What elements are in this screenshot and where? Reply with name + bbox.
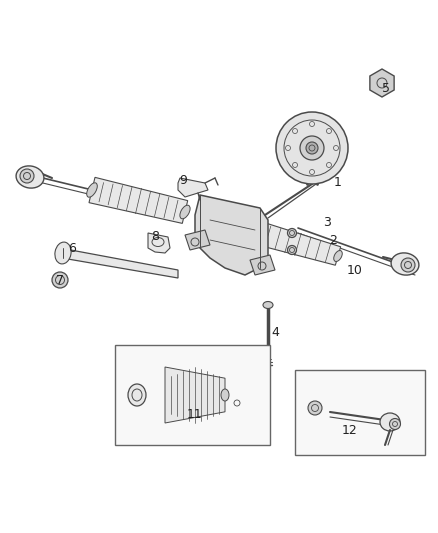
Polygon shape: [178, 178, 208, 197]
Text: 11: 11: [187, 408, 203, 422]
Ellipse shape: [55, 242, 71, 264]
Ellipse shape: [308, 401, 322, 415]
Ellipse shape: [180, 205, 190, 219]
Text: 1: 1: [334, 176, 342, 190]
Ellipse shape: [300, 136, 324, 160]
Text: 4: 4: [271, 327, 279, 340]
Text: 8: 8: [151, 230, 159, 244]
Ellipse shape: [276, 112, 348, 184]
Ellipse shape: [263, 302, 273, 309]
Text: 7: 7: [56, 273, 64, 287]
Text: 2: 2: [329, 235, 337, 247]
Polygon shape: [60, 248, 178, 278]
Ellipse shape: [287, 246, 297, 254]
Polygon shape: [165, 367, 225, 423]
Text: 9: 9: [179, 174, 187, 187]
Polygon shape: [89, 177, 188, 223]
Ellipse shape: [389, 418, 400, 430]
Ellipse shape: [52, 272, 68, 288]
Ellipse shape: [221, 389, 229, 401]
Ellipse shape: [391, 253, 419, 275]
Ellipse shape: [334, 251, 342, 262]
Text: 6: 6: [68, 241, 76, 254]
Ellipse shape: [16, 166, 44, 188]
Polygon shape: [250, 255, 275, 275]
Ellipse shape: [306, 142, 318, 154]
Polygon shape: [148, 233, 170, 253]
Ellipse shape: [401, 258, 415, 272]
Ellipse shape: [20, 169, 34, 183]
Bar: [295, 370, 425, 455]
Ellipse shape: [287, 229, 297, 238]
Bar: [115, 345, 270, 445]
Text: 12: 12: [342, 424, 358, 437]
Ellipse shape: [371, 83, 393, 93]
Text: 10: 10: [347, 263, 363, 277]
Polygon shape: [195, 195, 268, 275]
Text: 3: 3: [323, 215, 331, 229]
Text: 5: 5: [382, 82, 390, 94]
Ellipse shape: [380, 413, 400, 431]
Ellipse shape: [244, 224, 253, 236]
Ellipse shape: [128, 384, 146, 406]
Ellipse shape: [87, 183, 97, 197]
Polygon shape: [245, 219, 341, 265]
Polygon shape: [370, 69, 394, 97]
Polygon shape: [185, 230, 210, 250]
